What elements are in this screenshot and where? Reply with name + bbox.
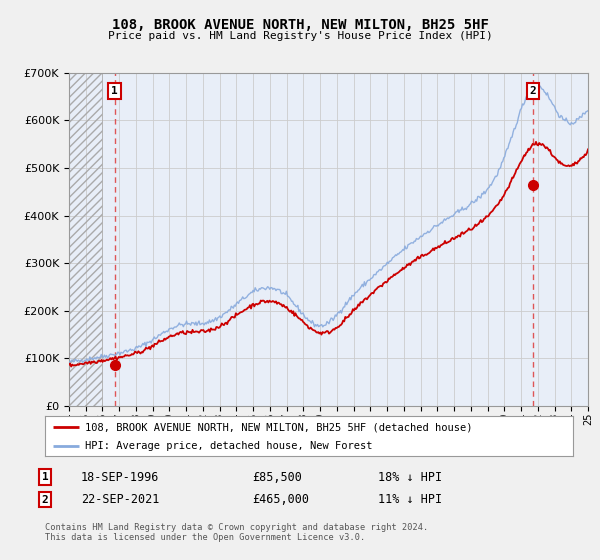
Bar bbox=[103, 73, 588, 406]
Text: Contains HM Land Registry data © Crown copyright and database right 2024.
This d: Contains HM Land Registry data © Crown c… bbox=[45, 523, 428, 543]
Text: Price paid vs. HM Land Registry's House Price Index (HPI): Price paid vs. HM Land Registry's House … bbox=[107, 31, 493, 41]
Text: 108, BROOK AVENUE NORTH, NEW MILTON, BH25 5HF: 108, BROOK AVENUE NORTH, NEW MILTON, BH2… bbox=[112, 18, 488, 32]
Text: 1: 1 bbox=[111, 86, 118, 96]
Bar bbox=[69, 73, 103, 406]
Bar bbox=[69, 73, 103, 406]
Text: 108, BROOK AVENUE NORTH, NEW MILTON, BH25 5HF (detached house): 108, BROOK AVENUE NORTH, NEW MILTON, BH2… bbox=[85, 422, 472, 432]
Text: 2: 2 bbox=[41, 494, 49, 505]
Text: 2: 2 bbox=[530, 86, 536, 96]
Text: £85,500: £85,500 bbox=[252, 470, 302, 484]
Text: 18-SEP-1996: 18-SEP-1996 bbox=[81, 470, 160, 484]
Text: 22-SEP-2021: 22-SEP-2021 bbox=[81, 493, 160, 506]
Text: £465,000: £465,000 bbox=[252, 493, 309, 506]
Text: 1: 1 bbox=[41, 472, 49, 482]
Text: HPI: Average price, detached house, New Forest: HPI: Average price, detached house, New … bbox=[85, 441, 372, 451]
Text: 11% ↓ HPI: 11% ↓ HPI bbox=[378, 493, 442, 506]
Text: 18% ↓ HPI: 18% ↓ HPI bbox=[378, 470, 442, 484]
